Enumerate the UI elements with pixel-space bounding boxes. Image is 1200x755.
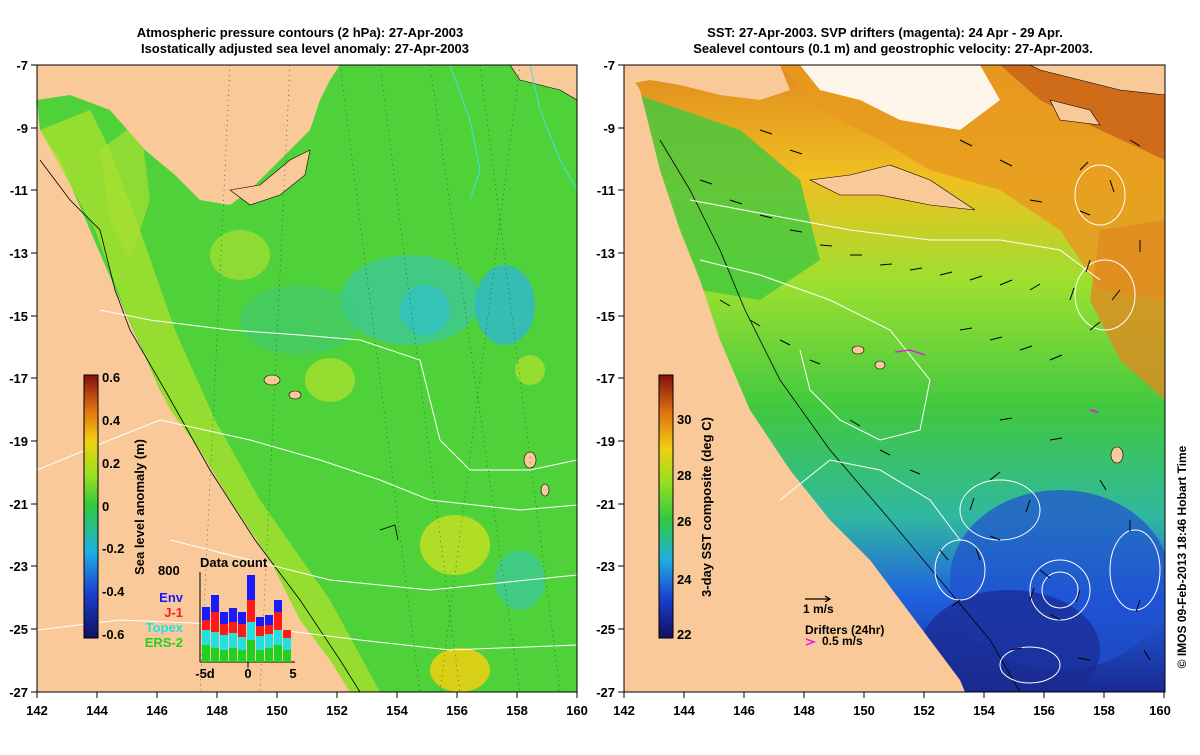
right-y-tick-label: -13 (596, 246, 615, 261)
data-count-bars (202, 575, 291, 662)
right-x-tick-label: 160 (1149, 703, 1171, 718)
sst-colorbar-tick: 26 (677, 514, 691, 529)
right-x-tick-label: 158 (1093, 703, 1115, 718)
credit-text: © IMOS 09-Feb-2013 18:46 Hobart Time (1175, 445, 1189, 668)
right-y-tick-label: -19 (596, 434, 615, 449)
sla-colorbar: 0.6 0.4 0.2 0 -0.2 -0.4 -0.6 Sea level a… (83, 370, 147, 642)
sst-colorbar: 30 28 26 24 22 3-day SST composite (deg … (658, 374, 714, 642)
sla-colorbar-tick: 0.6 (102, 370, 120, 385)
sst-colorbar-tick: 28 (677, 468, 691, 483)
right-y-tick-label: -9 (603, 121, 615, 136)
sla-colorbar-tick: -0.4 (102, 584, 125, 599)
legend-ers2: ERS-2 (145, 635, 183, 650)
right-x-tick-label: 152 (913, 703, 935, 718)
right-map (624, 65, 1165, 692)
left-y-tick-label: -11 (10, 183, 28, 198)
left-y-tick-label: -15 (9, 309, 28, 324)
right-y-tick-label: -27 (596, 685, 615, 700)
left-y-tick-label: -17 (9, 371, 28, 386)
left-x-tick-label: 160 (566, 703, 588, 718)
right-y-tick-label: -17 (596, 371, 615, 386)
sla-colorbar-tick: 0 (102, 499, 109, 514)
left-x-tick-label: 144 (86, 703, 108, 718)
right-x-tick-label: 144 (673, 703, 695, 718)
left-x-tick-label: 158 (506, 703, 528, 718)
right-x-tick-label: 156 (1033, 703, 1055, 718)
right-x-tick-label: 154 (973, 703, 995, 718)
right-panel: SST: 27-Apr-2003. SVP drifters (magenta)… (596, 25, 1171, 718)
sla-colorbar-tick: -0.2 (102, 541, 124, 556)
sla-colorbar-tick: 0.4 (102, 413, 121, 428)
left-y-tick-label: -9 (16, 121, 28, 136)
sst-colorbar-tick: 30 (677, 412, 691, 427)
data-count-xtick: 0 (244, 666, 251, 681)
right-y-tick-label: -25 (596, 622, 615, 637)
sla-colorbar-tick: 0.2 (102, 456, 120, 471)
left-x-tick-label: 142 (26, 703, 48, 718)
data-count-xtick: 5 (289, 666, 296, 681)
right-x-axis: 142 144 146 148 150 152 154 156 158 160 (613, 692, 1171, 718)
right-title-line2: Sealevel contours (0.1 m) and geostrophi… (693, 41, 1093, 56)
sst-colorbar-tick: 22 (677, 627, 691, 642)
sst-colorbar-tick: 24 (677, 572, 692, 587)
left-x-tick-label: 152 (326, 703, 348, 718)
left-map (37, 65, 577, 692)
left-x-tick-label: 154 (386, 703, 408, 718)
left-x-tick-label: 150 (266, 703, 288, 718)
right-y-tick-label: -15 (596, 309, 615, 324)
sla-colorbar-tick: -0.6 (102, 627, 124, 642)
left-y-tick-label: -7 (16, 58, 28, 73)
right-y-axis: -7 -9 -11 -13 -15 -17 -19 -21 -23 -25 -2… (596, 58, 624, 700)
data-count-xtick: -5d (195, 666, 215, 681)
left-title-line2: Isostatically adjusted sea level anomaly… (141, 41, 469, 56)
right-title-line1: SST: 27-Apr-2003. SVP drifters (magenta)… (707, 25, 1063, 40)
right-x-tick-label: 148 (793, 703, 815, 718)
right-y-tick-label: -11 (597, 183, 615, 198)
right-y-tick-label: -23 (596, 559, 615, 574)
drifter-arrow-icon (805, 638, 817, 646)
legend-j1: J-1 (164, 605, 183, 620)
left-y-tick-label: -27 (9, 685, 28, 700)
velocity-arrows (699, 129, 1151, 661)
left-x-axis: 142 144 146 148 150 152 154 156 158 160 (26, 692, 588, 718)
data-count-inset: Data count 800 -5d 0 5 (145, 555, 297, 681)
drifter-legend-label: Drifters (24hr) (805, 623, 884, 637)
left-x-tick-label: 148 (206, 703, 228, 718)
left-title-line1: Atmospheric pressure contours (2 hPa): 2… (137, 25, 464, 40)
data-count-legend: Env J-1 Topex ERS-2 (145, 590, 184, 650)
sst-colorbar-label: 3-day SST composite (deg C) (699, 417, 714, 597)
left-panel: Atmospheric pressure contours (2 hPa): 2… (9, 25, 588, 718)
legend-env: Env (159, 590, 184, 605)
left-y-tick-label: -21 (9, 497, 28, 512)
velocity-legend: 1 m/s Drifters (24hr) 0.5 m/s (803, 595, 884, 648)
sla-colorbar-label: Sea level anomaly (m) (132, 439, 147, 575)
left-x-tick-label: 146 (146, 703, 168, 718)
left-y-tick-label: -25 (9, 622, 28, 637)
left-x-tick-label: 156 (446, 703, 468, 718)
left-y-axis: -7 -9 -11 -13 -15 -17 -19 -21 -23 -25 -2… (9, 58, 37, 700)
data-count-ymax: 800 (158, 563, 180, 578)
right-x-tick-label: 142 (613, 703, 635, 718)
right-y-tick-label: -7 (603, 58, 615, 73)
left-y-tick-label: -23 (9, 559, 28, 574)
legend-topex: Topex (146, 620, 184, 635)
left-y-tick-label: -13 (9, 246, 28, 261)
right-x-tick-label: 146 (733, 703, 755, 718)
right-y-tick-label: -21 (596, 497, 615, 512)
left-y-tick-label: -19 (9, 434, 28, 449)
drifter-speed-label: 0.5 m/s (822, 634, 863, 648)
velocity-scale-label: 1 m/s (803, 602, 834, 616)
right-x-tick-label: 150 (853, 703, 875, 718)
data-count-title: Data count (200, 555, 268, 570)
